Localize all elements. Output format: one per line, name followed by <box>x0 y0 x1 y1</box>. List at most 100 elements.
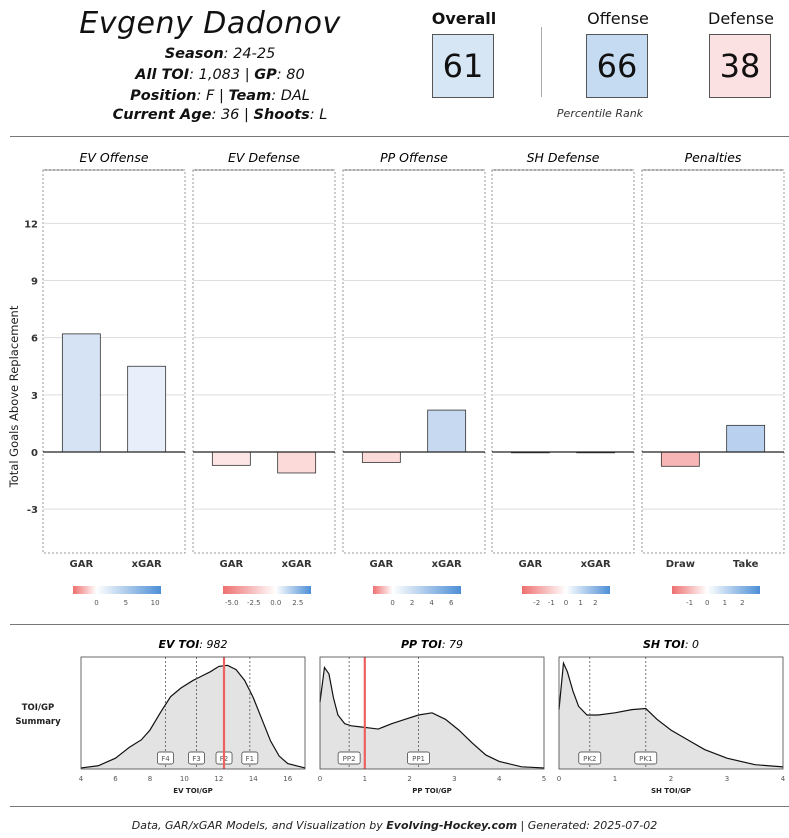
overall-label: Overall <box>431 9 497 28</box>
y-tick-label: 0 <box>31 448 38 459</box>
overall-score: 61 <box>432 34 494 98</box>
x-axis-label: SH TOI/GP <box>651 787 691 795</box>
panel-frame <box>342 169 486 554</box>
density-area <box>320 667 544 769</box>
shoots-value: L <box>319 107 328 123</box>
player-name: Evgeny Dadonov <box>79 6 341 41</box>
gp-label: GP <box>254 67 277 83</box>
offense-label: Offense <box>587 9 649 28</box>
toi-value: 1,083 <box>198 67 241 83</box>
y-axis-label: Total Goals Above Replacement <box>7 305 21 488</box>
age-label: Current Age <box>112 107 212 123</box>
legend-tick-label: 10 <box>151 599 160 607</box>
bar <box>726 424 766 453</box>
x-tick-label: 4 <box>497 775 502 783</box>
y-tick-label: 3 <box>31 391 38 402</box>
toi-panel-frame <box>319 656 545 770</box>
density-line <box>80 664 306 769</box>
panel-title: EV Offense <box>79 150 148 165</box>
y-tick-label: 12 <box>24 219 38 230</box>
bar <box>211 451 251 466</box>
team-label: Team <box>228 88 272 104</box>
score-divider <box>541 27 542 97</box>
panel-frame <box>641 169 785 554</box>
x-axis-label: EV TOI/GP <box>173 787 212 795</box>
bar <box>361 451 401 463</box>
marker-box <box>241 751 259 765</box>
season-value: 24-25 <box>233 46 276 62</box>
panel-title: SH Defense <box>527 150 600 165</box>
density-line <box>558 660 784 768</box>
x-tick-label: 12 <box>214 775 223 783</box>
bar <box>427 409 467 453</box>
position-line: Position: F | Team: DAL <box>130 88 310 104</box>
summary-label-line1: TOI/GP <box>22 703 55 713</box>
x-tick-label: 0 <box>318 775 322 783</box>
summary-label-line2: Summary <box>15 717 61 727</box>
x-tick-label: xGAR <box>581 559 611 570</box>
age-line: Current Age: 36 | Shoots: L <box>112 107 328 123</box>
legend-tick-label: -5.0 <box>225 599 239 607</box>
x-tick-label: 10 <box>180 775 189 783</box>
defense-score: 38 <box>709 34 771 98</box>
legend-tick-label: 0 <box>94 599 98 607</box>
x-tick-label: 5 <box>542 775 546 783</box>
x-tick-label: 0 <box>557 775 561 783</box>
legend-tick-label: 1 <box>723 599 727 607</box>
density-area <box>559 663 783 769</box>
x-tick-label: 16 <box>283 775 292 783</box>
x-tick-label: GAR <box>220 559 244 570</box>
x-tick-label: 3 <box>725 775 729 783</box>
footer: Data, GAR/xGAR Models, and Visualization… <box>0 819 789 832</box>
x-tick-label: Draw <box>666 559 695 570</box>
marker-label: PK1 <box>639 755 652 763</box>
gar-bar-chart: Total Goals Above Replacement-3036912EV … <box>7 150 785 607</box>
legend-tick-label: 2.5 <box>292 599 303 607</box>
x-tick-label: 14 <box>249 775 258 783</box>
x-tick-label: xGAR <box>432 559 462 570</box>
defense-label: Defense <box>708 9 774 28</box>
x-axis-label: PP TOI/GP <box>412 787 451 795</box>
x-tick-label: 2 <box>407 775 411 783</box>
legend-colorbar <box>373 586 461 594</box>
header-divider <box>10 136 789 137</box>
x-tick-label: 1 <box>363 775 367 783</box>
legend-colorbar <box>73 586 161 594</box>
x-tick-label: xGAR <box>132 559 162 570</box>
marker-box <box>157 751 174 765</box>
footer-suffix: | Generated: 2025-07-02 <box>520 819 658 832</box>
x-tick-label: Take <box>733 559 759 570</box>
gp-value: 80 <box>286 67 305 83</box>
marker-label: PK2 <box>583 755 596 763</box>
toi-panel-title: EV TOI: 982 <box>158 638 227 651</box>
toi-panel-frame <box>80 656 306 770</box>
age-value: 36 <box>220 107 240 123</box>
legend-tick-label: -1 <box>686 599 693 607</box>
legend-tick-label: -2 <box>533 599 540 607</box>
x-tick-label: GAR <box>519 559 543 570</box>
toi-line: All TOI: 1,083 | GP: 80 <box>135 67 305 83</box>
x-tick-label: 3 <box>452 775 456 783</box>
footer-prefix: Data, GAR/xGAR Models, and Visualization… <box>131 819 383 832</box>
x-tick-label: 2 <box>669 775 673 783</box>
marker-label: F3 <box>192 755 200 763</box>
marker-label: PP1 <box>412 755 425 763</box>
marker-box <box>407 751 430 765</box>
position-value: F <box>206 88 215 104</box>
legend-tick-label: -2.5 <box>247 599 261 607</box>
bar <box>660 451 700 467</box>
mid-divider <box>10 624 789 625</box>
marker-box <box>634 751 658 765</box>
x-tick-label: 1 <box>613 775 617 783</box>
legend-tick-label: -1 <box>548 599 555 607</box>
bar <box>277 451 317 474</box>
toi-panel-frame <box>558 656 784 770</box>
season-label: Season <box>164 46 224 62</box>
legend-tick-label: 2 <box>410 599 414 607</box>
legend-tick-label: 0 <box>564 599 568 607</box>
footer-brand: Evolving-Hockey.com <box>386 819 518 832</box>
legend-colorbar <box>223 586 311 594</box>
position-label: Position <box>130 88 197 104</box>
legend-tick-label: 0 <box>705 599 709 607</box>
